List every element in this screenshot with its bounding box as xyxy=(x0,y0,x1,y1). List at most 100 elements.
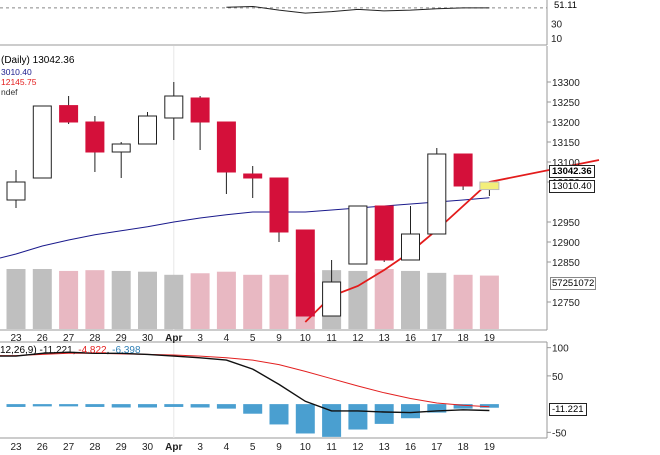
macd-histogram-bar xyxy=(164,404,184,407)
x-tick-label-price: 18 xyxy=(458,333,470,344)
x-tick-label-macd: 19 xyxy=(484,442,496,453)
macd-histogram-bar xyxy=(427,404,447,413)
candle-down xyxy=(269,177,289,233)
macd-histogram-bar xyxy=(138,404,157,408)
x-tick-label-price: 23 xyxy=(10,333,22,344)
candle-down xyxy=(453,153,473,187)
x-tick-label-price: 9 xyxy=(276,333,282,344)
top-indicator-panel: 3010 xyxy=(0,0,563,46)
candle-down xyxy=(85,121,105,153)
volume-bar xyxy=(85,270,105,329)
candle-up xyxy=(6,181,26,201)
macd-panel: 100 50 -50 xyxy=(0,341,569,439)
volume-bar xyxy=(374,269,394,329)
legend-undef: ndef xyxy=(1,87,18,97)
price-y-tick-label: 13150 xyxy=(552,138,580,149)
macd-histogram-bar xyxy=(479,404,499,408)
macd-histogram-bar xyxy=(6,404,26,407)
macd-histogram-bar xyxy=(295,404,315,434)
x-tick-label-price: 4 xyxy=(224,333,230,344)
x-tick-label-macd: 9 xyxy=(276,442,282,453)
x-tick-label-macd: 27 xyxy=(63,442,75,453)
macd-histogram-bar xyxy=(59,404,79,407)
x-tick-label-price: 13 xyxy=(379,333,391,344)
legend-ma-short: 3010.40 xyxy=(1,67,32,77)
last-price-label: 13042.36 xyxy=(549,165,595,178)
volume-bar xyxy=(427,272,447,329)
candle-up xyxy=(427,153,447,235)
price-y-tick-label: 13200 xyxy=(552,118,580,129)
macd-legend: 12,26,9) -11.221, -4.822, -6.398 xyxy=(0,345,141,356)
macd-y-tick-label: -50 xyxy=(552,428,567,439)
volume-bar xyxy=(138,271,157,329)
x-tick-label-macd: 3 xyxy=(197,442,203,453)
x-tick-label-macd: 16 xyxy=(405,442,417,453)
volume-bar xyxy=(164,274,184,329)
legend-ma-long: 12145.75 xyxy=(1,77,37,87)
macd-histogram-bar xyxy=(401,404,420,419)
candle-down xyxy=(216,121,236,173)
x-tick-label-price: 17 xyxy=(431,333,443,344)
x-tick-label-macd: 13 xyxy=(379,442,391,453)
top-y-tick-label: 10 xyxy=(551,34,563,45)
price-panel: 1275012850129001295013050131001315013200… xyxy=(0,46,600,331)
x-tick-label-macd: 11 xyxy=(326,442,337,453)
x-tick-label-macd: 17 xyxy=(431,442,443,453)
x-axis-labels: 23 23 26 26 27 27 28 28 29 29 30 30 Apr Apr 3 3 4 4 5 5 9 9 10… xyxy=(10,333,495,453)
candle-down xyxy=(59,105,79,123)
volume-bar xyxy=(348,270,368,329)
volume-bar xyxy=(111,270,131,329)
x-tick-label-price: 11 xyxy=(326,333,337,344)
macd-histogram-bar xyxy=(85,404,105,407)
macd-signal-line xyxy=(0,352,490,408)
macd-legend-hist: -6.398 xyxy=(112,345,141,356)
x-tick-label-price: 19 xyxy=(484,333,496,344)
x-tick-label-macd: 4 xyxy=(224,442,230,453)
macd-histogram-bar xyxy=(243,404,263,414)
x-tick-label-macd: 30 xyxy=(142,442,154,453)
ma-short-line xyxy=(0,197,490,259)
price-y-tick-label: 12850 xyxy=(552,258,580,269)
x-tick-label-macd: 28 xyxy=(89,442,101,453)
x-tick-label-macd: 26 xyxy=(37,442,49,453)
price-y-tick-label: 13300 xyxy=(552,78,580,89)
x-tick-label-macd: 18 xyxy=(458,442,470,453)
candle-up xyxy=(32,105,52,179)
candle-down xyxy=(374,205,394,261)
x-tick-label-price: 3 xyxy=(197,333,203,344)
x-tick-label-price: 12 xyxy=(352,333,364,344)
price-y-tick-label: 12900 xyxy=(552,238,580,249)
volume-bar xyxy=(479,275,499,329)
ma-value-label: 13010.40 xyxy=(549,180,595,193)
candle-up xyxy=(138,115,157,145)
volume-bar xyxy=(269,274,289,329)
candle-up xyxy=(111,143,131,153)
x-tick-label-price: 16 xyxy=(405,333,417,344)
volume-bar xyxy=(216,271,236,329)
price-y-tick-label: 13100 xyxy=(552,158,580,169)
candle-down xyxy=(243,173,263,179)
x-tick-label-price: 28 xyxy=(89,333,101,344)
volume-bar xyxy=(59,270,79,329)
price-y-tick-label: 13250 xyxy=(552,98,580,109)
macd-histogram-bar xyxy=(32,404,52,407)
price-title: (Daily) 13042.36 xyxy=(1,55,74,66)
macd-histogram-bar xyxy=(190,404,210,408)
volume-bar xyxy=(401,270,420,329)
x-tick-label-price: 29 xyxy=(116,333,128,344)
macd-legend-macd: -11.221 xyxy=(39,345,73,356)
candle-down xyxy=(295,229,315,317)
x-tick-label-price: 27 xyxy=(63,333,75,344)
volume-bar xyxy=(32,269,52,329)
price-y-tick-label: 12750 xyxy=(552,298,580,309)
x-tick-label-macd: 23 xyxy=(10,442,22,453)
volume-bar xyxy=(453,274,473,329)
last-candle xyxy=(479,181,500,191)
x-tick-label-macd: 12 xyxy=(352,442,364,453)
candle-up xyxy=(401,233,420,261)
volume-bar xyxy=(243,274,263,329)
macd-histogram-bar xyxy=(216,404,236,409)
top-y-tick-label: 30 xyxy=(551,19,563,30)
macd-histogram-bar xyxy=(348,404,368,430)
